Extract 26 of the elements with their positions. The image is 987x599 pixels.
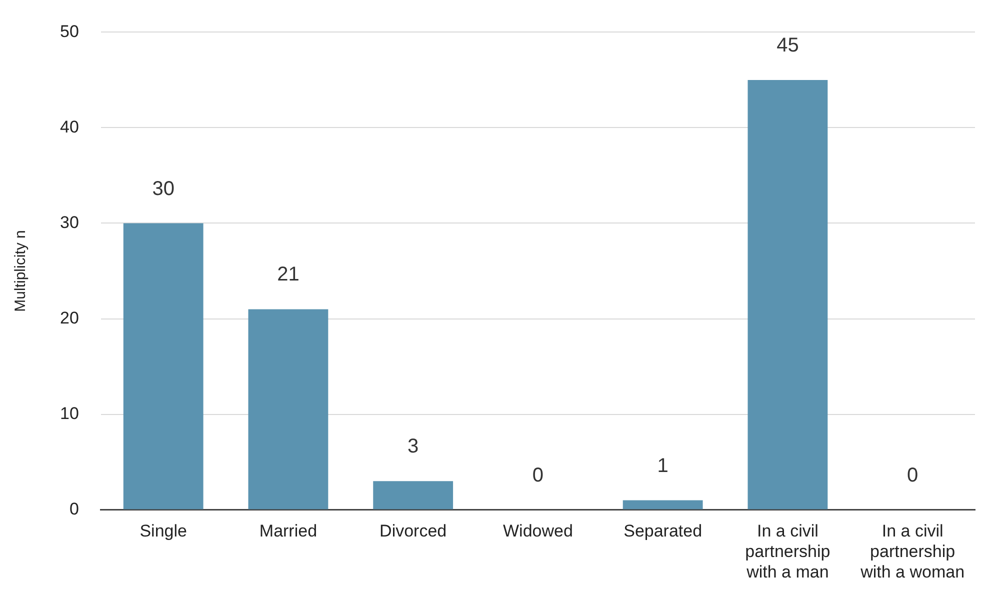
x-tick-label: In a civil partnership with a man: [745, 522, 830, 582]
data-label: 0: [532, 464, 544, 486]
x-tick-label: Single: [140, 522, 187, 541]
x-tick-label: In a civil partnership with a woman: [860, 522, 965, 582]
bar: [123, 223, 204, 510]
bar: [248, 309, 328, 510]
data-label: 3: [408, 436, 419, 458]
y-tick-label: 30: [60, 212, 79, 232]
x-tick-label: Widowed: [502, 522, 573, 541]
x-tick-label: Divorced: [380, 522, 447, 541]
bar: [622, 500, 703, 510]
y-tick-label: 0: [69, 499, 79, 518]
bar: [748, 80, 828, 510]
y-tick-label: 40: [60, 117, 79, 136]
bar: [373, 481, 454, 510]
data-label: 0: [907, 464, 918, 486]
data-label: 21: [277, 264, 300, 286]
y-tick-label: 10: [60, 404, 79, 423]
y-tick-label: 50: [60, 22, 79, 41]
x-tick-label: Separated: [624, 522, 702, 541]
x-tick-label: Married: [259, 522, 318, 541]
data-label: 1: [657, 454, 668, 477]
data-label: 45: [776, 34, 799, 56]
y-axis-title: Multiplicity n: [12, 230, 30, 312]
y-tick-label: 20: [60, 308, 79, 328]
data-label: 30: [152, 178, 174, 200]
